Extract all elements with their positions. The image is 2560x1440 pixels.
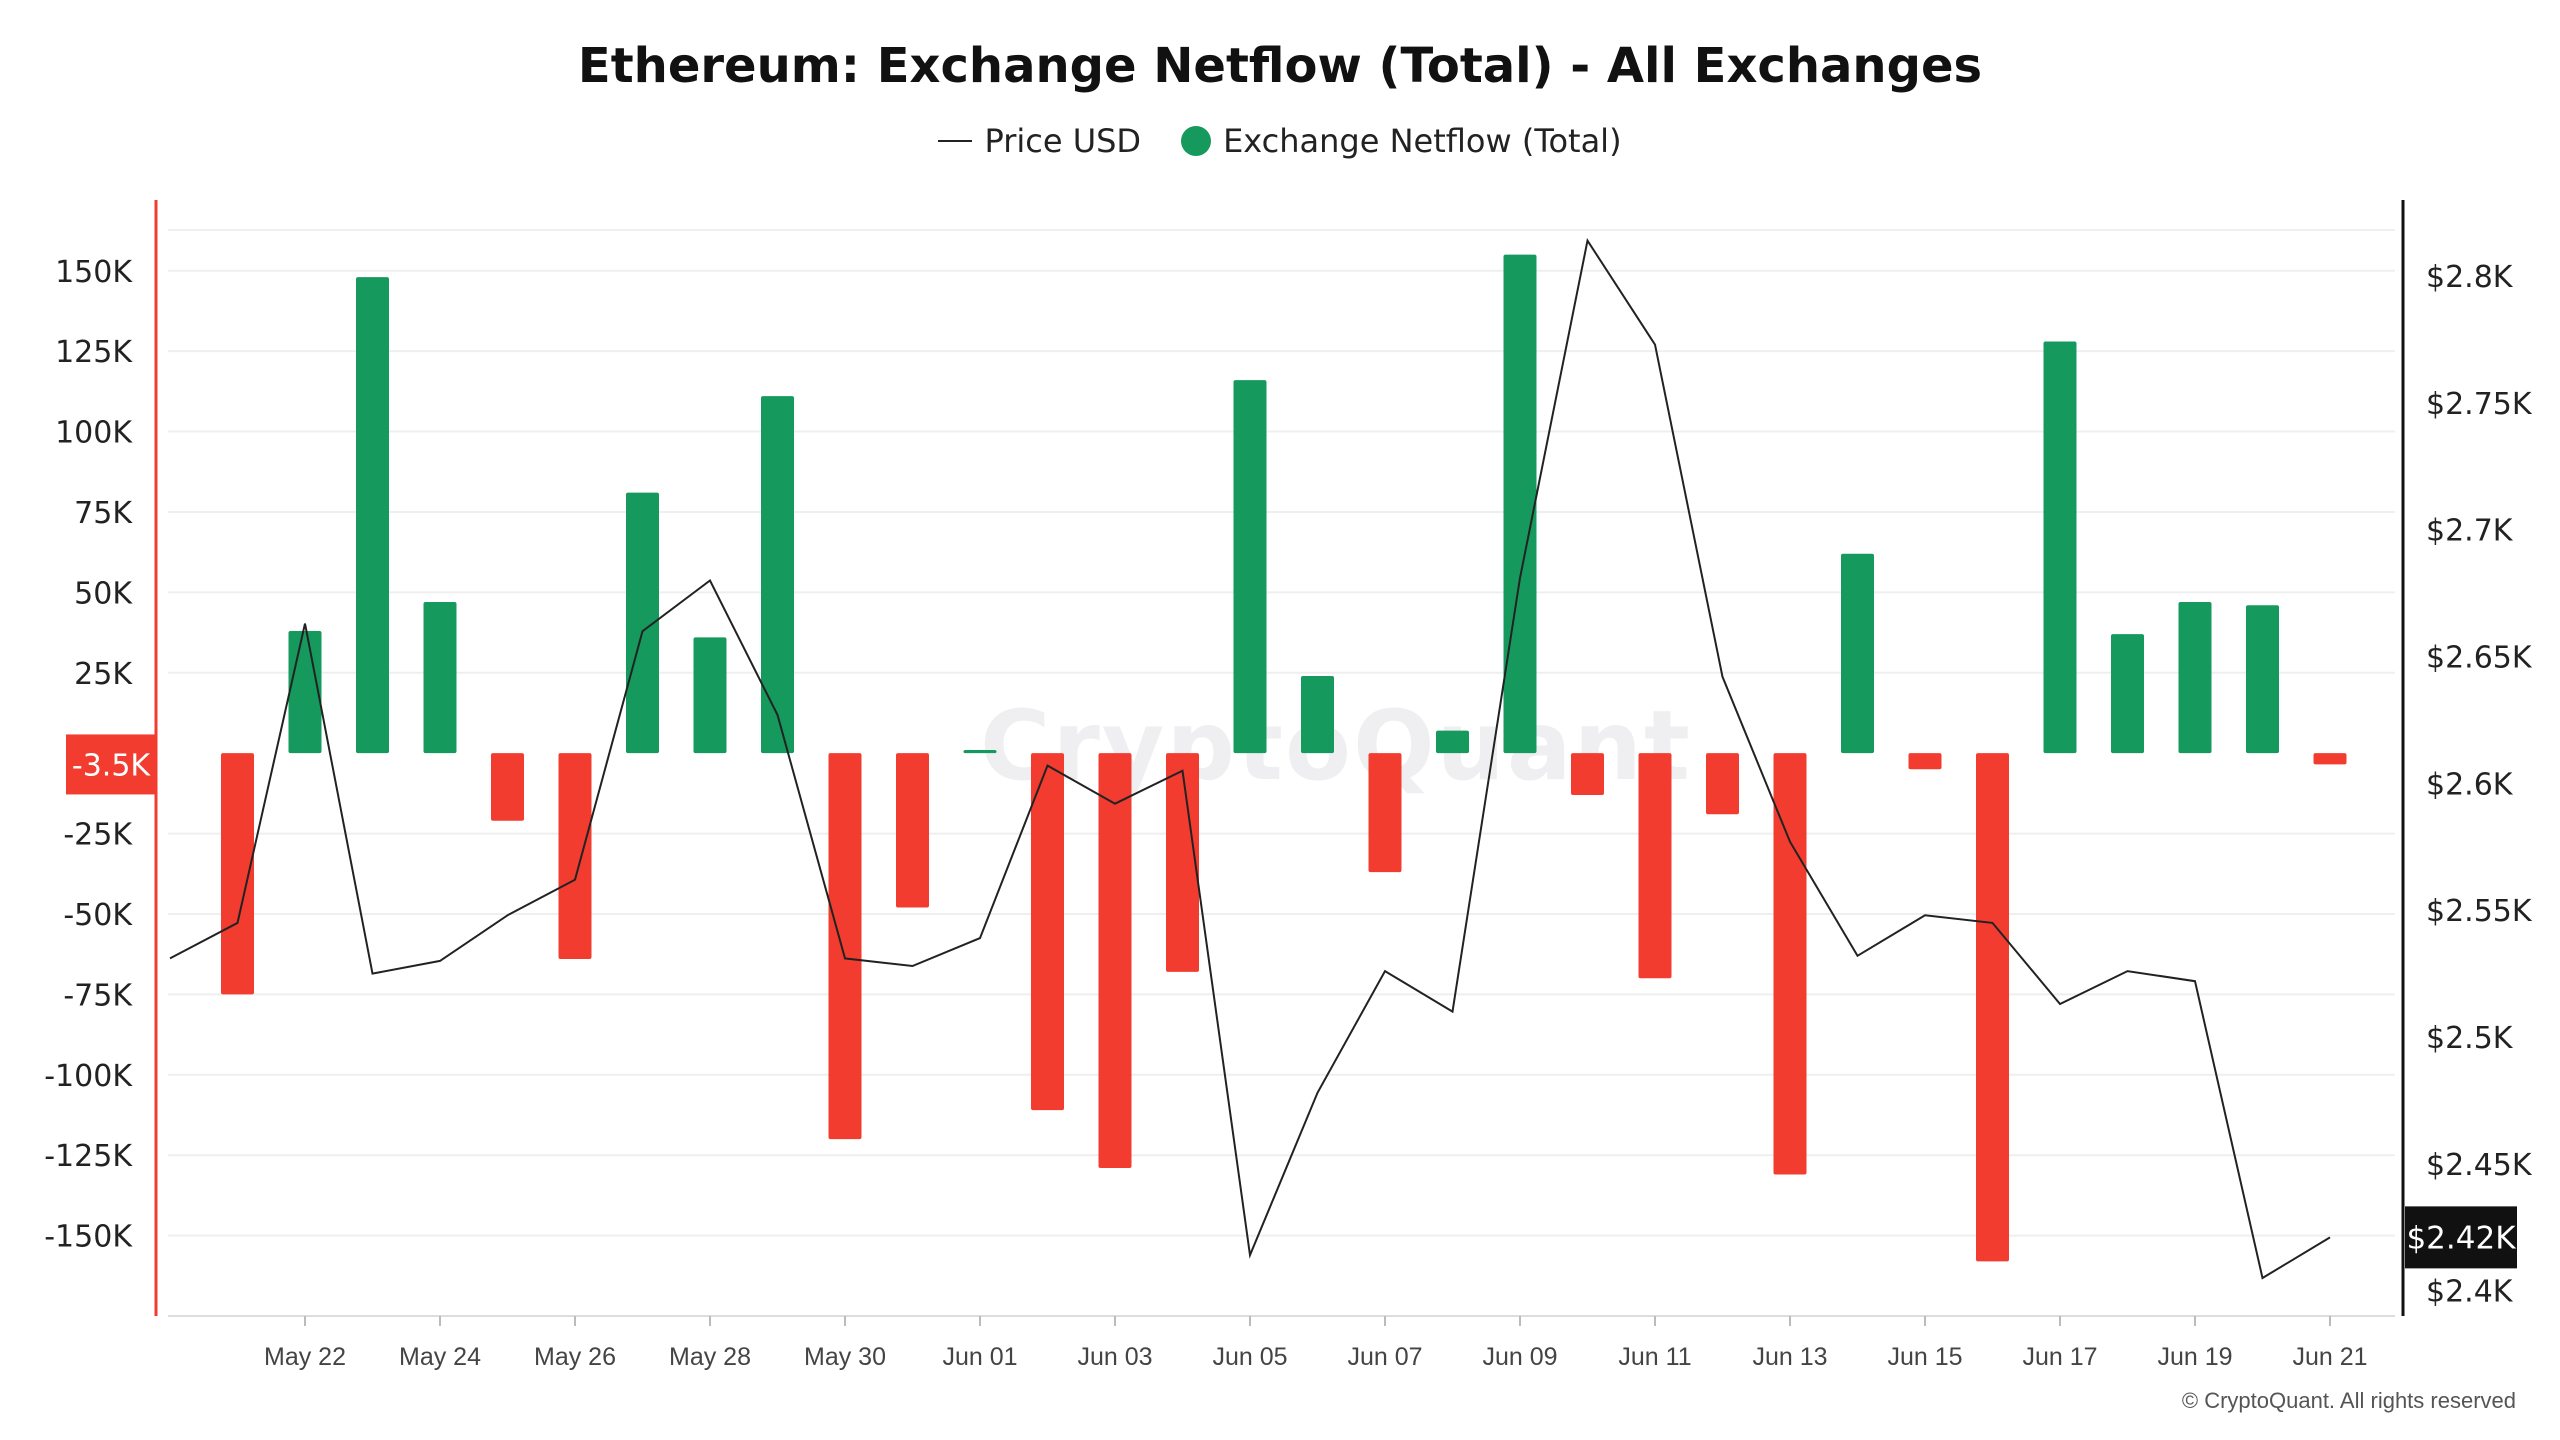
left-current-value-label: -3.5K xyxy=(72,748,152,783)
netflow-bar[interactable] xyxy=(1503,254,1537,754)
x-tick-label: Jun 17 xyxy=(2022,1343,2097,1371)
netflow-bar[interactable] xyxy=(963,749,997,754)
x-tick-label: Jun 13 xyxy=(1752,1343,1827,1371)
x-tick-label: May 30 xyxy=(804,1343,886,1371)
netflow-bar[interactable] xyxy=(2313,753,2347,765)
netflow-bar[interactable] xyxy=(1638,753,1672,979)
right-tick-label: $2.45K xyxy=(2426,1148,2533,1183)
right-tick-label: $2.6K xyxy=(2426,767,2514,802)
legend-item-price[interactable]: Price USD xyxy=(938,122,1141,160)
netflow-bar[interactable] xyxy=(761,396,794,754)
netflow-bar[interactable] xyxy=(1773,753,1807,1175)
x-tick-label: Jun 21 xyxy=(2292,1343,2367,1371)
x-tick-label: Jun 19 xyxy=(2157,1343,2232,1371)
left-tick-label: 100K xyxy=(55,416,133,451)
right-tick-label: $2.75K xyxy=(2426,387,2533,422)
netflow-bar[interactable] xyxy=(2246,605,2279,754)
netflow-bar[interactable] xyxy=(288,630,322,754)
left-tick-label: -25K xyxy=(63,818,133,853)
netflow-bar[interactable] xyxy=(1908,753,1942,770)
netflow-bar[interactable] xyxy=(1571,753,1604,795)
netflow-bar[interactable] xyxy=(1841,553,1874,754)
netflow-bar[interactable] xyxy=(1706,753,1739,815)
netflow-bar[interactable] xyxy=(491,753,524,821)
legend-label-netflow: Exchange Netflow (Total) xyxy=(1223,122,1622,160)
netflow-bar[interactable] xyxy=(896,753,929,908)
price-line[interactable] xyxy=(169,237,2331,1280)
right-tick-label: $2.55K xyxy=(2426,894,2533,929)
right-current-value-badge xyxy=(2405,1206,2517,1269)
left-tick-label: 150K xyxy=(55,255,133,290)
netflow-bar[interactable] xyxy=(423,602,457,754)
right-tick-label: $2.5K xyxy=(2426,1021,2514,1056)
x-tick-label: Jun 05 xyxy=(1212,1343,1287,1371)
netflow-bar[interactable] xyxy=(558,753,592,960)
left-tick-label: -100K xyxy=(44,1059,133,1094)
netflow-bar[interactable] xyxy=(1368,753,1402,873)
x-tick-label: Jun 01 xyxy=(942,1343,1017,1371)
netflow-bar[interactable] xyxy=(1976,753,2009,1262)
x-tick-label: Jun 03 xyxy=(1077,1343,1152,1371)
netflow-bar[interactable] xyxy=(1301,675,1334,754)
x-tick-label: May 28 xyxy=(669,1343,751,1371)
right-current-value-label: $2.42K xyxy=(2406,1220,2516,1256)
netflow-dot-swatch xyxy=(1181,126,1212,156)
left-tick-label: 50K xyxy=(74,576,133,611)
netflow-bar[interactable] xyxy=(2111,634,2144,754)
right-tick-label: $2.8K xyxy=(2426,260,2514,295)
legend-item-netflow[interactable]: Exchange Netflow (Total) xyxy=(1181,122,1622,160)
netflow-bar[interactable] xyxy=(1436,730,1469,754)
left-tick-label: -125K xyxy=(44,1139,133,1174)
netflow-bar[interactable] xyxy=(1166,753,1199,972)
netflow-bar[interactable] xyxy=(828,753,862,1140)
x-tick-label: Jun 09 xyxy=(1482,1343,1557,1371)
x-tick-label: May 22 xyxy=(264,1343,346,1371)
netflow-bar[interactable] xyxy=(2178,602,2212,754)
netflow-bar[interactable] xyxy=(2043,341,2077,754)
x-tick-label: May 26 xyxy=(534,1343,616,1371)
x-tick-label: Jun 07 xyxy=(1347,1343,1422,1371)
copyright-notice: © CryptoQuant. All rights reserved xyxy=(2181,1388,2516,1413)
x-tick-label: May 24 xyxy=(399,1343,481,1371)
left-current-value-badge xyxy=(66,734,156,795)
netflow-bar[interactable] xyxy=(693,637,727,754)
netflow-bar[interactable] xyxy=(1031,753,1064,1111)
left-tick-label: 125K xyxy=(55,335,133,370)
left-tick-label: -50K xyxy=(63,898,133,933)
legend-label-price: Price USD xyxy=(984,122,1142,160)
right-tick-label: $2.7K xyxy=(2426,514,2514,549)
left-tick-label: -150K xyxy=(44,1220,133,1255)
left-tick-label: 75K xyxy=(74,496,133,531)
netflow-bar[interactable] xyxy=(1233,380,1267,754)
netflow-bar[interactable] xyxy=(356,277,389,754)
chart-title: Ethereum: Exchange Netflow (Total) - All… xyxy=(577,38,1983,94)
x-tick-label: Jun 11 xyxy=(1618,1343,1691,1371)
right-tick-label: $2.65K xyxy=(2426,641,2533,676)
left-tick-label: -75K xyxy=(63,978,133,1013)
price-line-swatch xyxy=(938,140,973,142)
legend: Price USD Exchange Netflow (Total) xyxy=(0,122,2560,160)
x-tick-label: Jun 15 xyxy=(1887,1343,1962,1371)
right-tick-label: $2.4K xyxy=(2426,1275,2514,1310)
netflow-bar[interactable] xyxy=(626,492,659,754)
left-tick-label: 25K xyxy=(74,657,133,692)
netflow-bar[interactable] xyxy=(1098,753,1132,1169)
netflow-bar[interactable] xyxy=(221,753,254,995)
